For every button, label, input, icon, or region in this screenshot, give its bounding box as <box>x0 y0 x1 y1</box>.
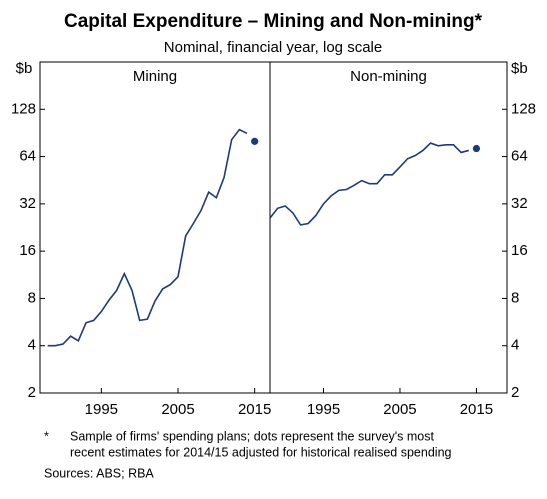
y-tick-label: 8 <box>28 289 36 306</box>
y-axis-unit: $b <box>511 60 528 77</box>
y-tick-label: 16 <box>511 242 528 259</box>
x-tick-label: 2015 <box>238 401 271 418</box>
x-tick-label: 1995 <box>307 401 340 418</box>
chart-subtitle: Nominal, financial year, log scale <box>164 39 382 56</box>
y-tick-label: 4 <box>511 337 519 354</box>
x-tick-label: 2005 <box>383 401 416 418</box>
y-tick-label: 4 <box>28 337 36 354</box>
x-tick-label: 2015 <box>460 401 493 418</box>
y-tick-label: 32 <box>511 195 528 212</box>
footnote-text: recent estimates for 2014/15 adjusted fo… <box>70 445 452 459</box>
estimate-dot <box>251 137 259 145</box>
estimate-dot <box>472 144 481 153</box>
y-tick-label: 2 <box>28 384 36 401</box>
panel-title: Non-mining <box>350 68 427 85</box>
y-tick-label: 128 <box>511 100 536 117</box>
footnote-text: Sample of firms' spending plans; dots re… <box>70 429 434 443</box>
y-tick-label: 8 <box>511 289 519 306</box>
panel-title: Mining <box>133 68 177 85</box>
footnote-marker: * <box>44 429 49 443</box>
x-tick-label: 1995 <box>85 401 118 418</box>
sources: Sources: ABS; RBA <box>44 466 154 480</box>
y-axis-unit: $b <box>16 60 33 77</box>
y-tick-label: 64 <box>511 148 528 165</box>
y-tick-label: 32 <box>19 195 36 212</box>
data-line <box>47 128 248 347</box>
y-tick-label: 2 <box>511 384 519 401</box>
y-tick-label: 16 <box>19 242 36 259</box>
plot-frame <box>39 61 508 394</box>
y-tick-label: 128 <box>11 100 36 117</box>
chart-title: Capital Expenditure – Mining and Non-min… <box>64 11 483 32</box>
y-tick-label: 64 <box>19 148 36 165</box>
data-line <box>269 142 469 226</box>
x-tick-label: 2005 <box>161 401 194 418</box>
